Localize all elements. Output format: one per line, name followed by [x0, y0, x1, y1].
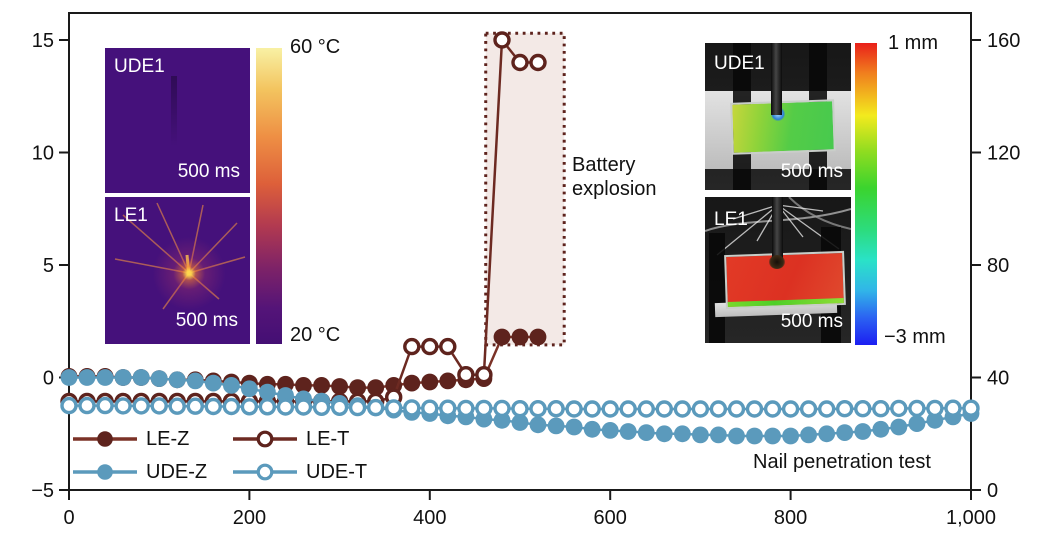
- svg-text:−5: −5: [31, 480, 54, 502]
- inset-timestamp: 500 ms: [780, 311, 843, 332]
- inset-title: LE1: [714, 209, 748, 230]
- legend-item-ude-t: UDE-T: [233, 461, 367, 483]
- svg-text:0: 0: [43, 368, 54, 390]
- svg-text:160: 160: [987, 30, 1020, 52]
- legend-label: LE-Z: [146, 427, 190, 450]
- inset-timestamp: 500 ms: [177, 161, 240, 182]
- svg-text:200: 200: [233, 507, 266, 529]
- nail: [771, 43, 782, 115]
- svg-text:0: 0: [63, 507, 74, 529]
- photo-inset-ude1: UDE1 500 ms: [705, 43, 851, 190]
- inset-title: UDE1: [114, 56, 165, 77]
- svg-text:400: 400: [413, 507, 446, 529]
- thermal-colorbar-max: 60 °C: [290, 36, 341, 58]
- svg-text:600: 600: [594, 507, 627, 529]
- nail-shadow: [171, 76, 177, 146]
- legend-marker-ude-t: [233, 463, 297, 481]
- legend-marker-le-t: [233, 430, 297, 448]
- tape-strip: [709, 233, 725, 343]
- svg-text:5: 5: [43, 255, 54, 277]
- legend-label: UDE-Z: [146, 460, 208, 483]
- thermal-inset-le1: LE1 500 ms: [105, 197, 250, 344]
- thermal-colorbar-min: 20 °C: [290, 324, 341, 346]
- thermal-colorbar: [256, 48, 282, 344]
- legend-marker-ude-z: [73, 464, 137, 480]
- svg-text:15: 15: [32, 30, 54, 52]
- battery-dic-map: [730, 99, 836, 155]
- legend-item-le-t: LE-T: [233, 428, 349, 450]
- svg-text:120: 120: [987, 143, 1020, 165]
- svg-text:0: 0: [987, 480, 998, 502]
- dic-colorbar-max: 1 mm: [888, 32, 938, 54]
- inset-title: UDE1: [714, 53, 765, 74]
- dic-colorbar-min: −3 mm: [884, 326, 946, 348]
- penetration-hole: [769, 255, 785, 269]
- svg-text:1,000: 1,000: [946, 507, 996, 529]
- legend-marker-le-z: [73, 431, 137, 447]
- legend-label: UDE-T: [306, 460, 368, 483]
- thermal-inset-ude1: UDE1 500 ms: [105, 48, 250, 193]
- legend-item-ude-z: UDE-Z: [73, 461, 207, 483]
- thermal-hotspot: [105, 197, 250, 344]
- dic-colorbar: [855, 43, 877, 345]
- battery-explosion-label: Battery explosion: [572, 154, 657, 200]
- nail: [772, 197, 783, 265]
- inset-timestamp: 500 ms: [175, 310, 238, 331]
- svg-text:800: 800: [774, 507, 807, 529]
- svg-text:10: 10: [32, 143, 54, 165]
- battery-dic-map: [724, 250, 846, 310]
- svg-text:80: 80: [987, 255, 1009, 277]
- inset-title: LE1: [114, 205, 148, 226]
- photo-inset-le1: LE1 500 ms: [705, 197, 851, 343]
- nail-penetration-test-label: Nail penetration test: [753, 451, 931, 473]
- legend-item-le-z: LE-Z: [73, 428, 189, 450]
- svg-text:40: 40: [987, 368, 1009, 390]
- legend-label: LE-T: [306, 427, 350, 450]
- inset-timestamp: 500 ms: [780, 161, 843, 182]
